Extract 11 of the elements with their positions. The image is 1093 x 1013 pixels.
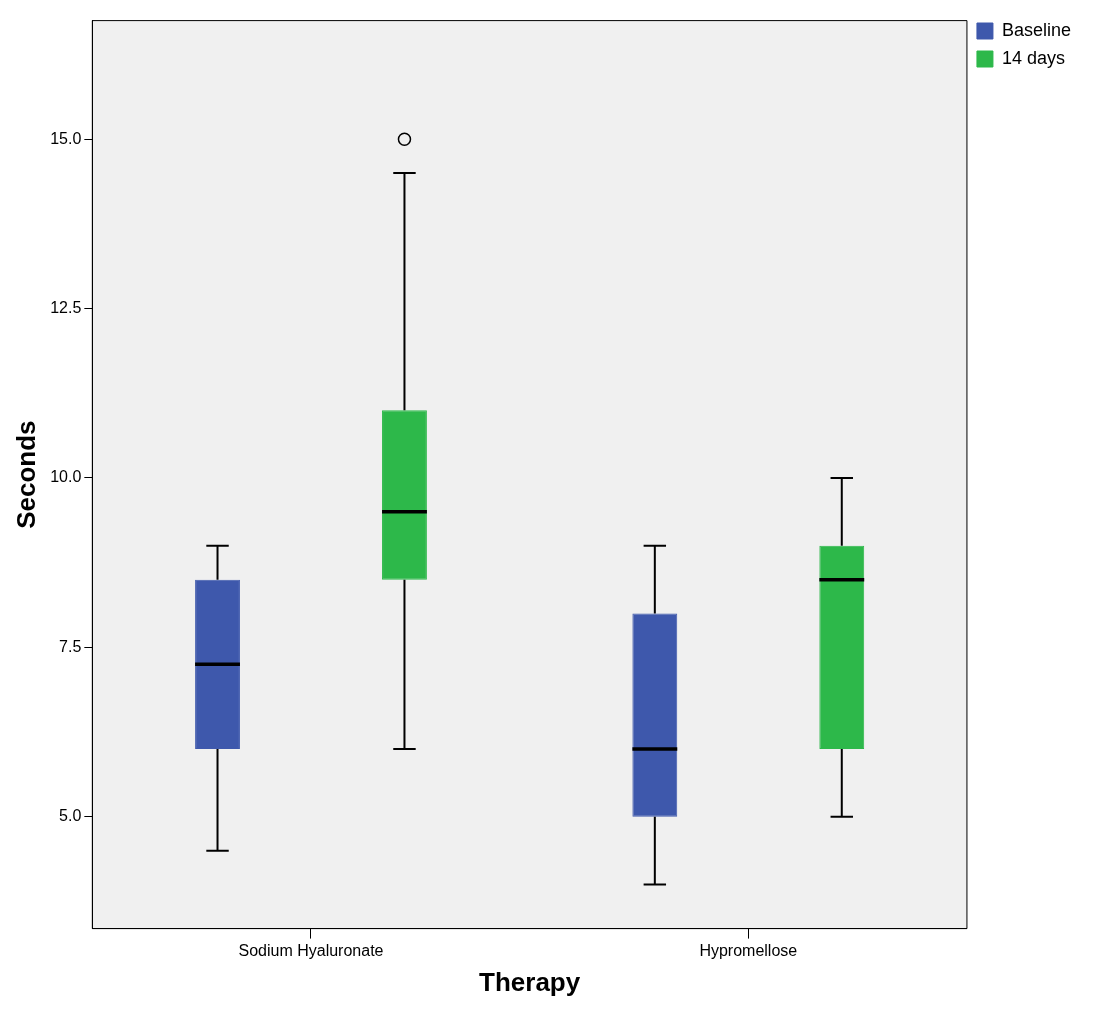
x-tick-label: Sodium Hyaluronate — [238, 941, 384, 959]
x-tick-label: Hypromellose — [699, 941, 798, 959]
legend-label: 14 days — [1001, 47, 1065, 68]
y-tick-label: 7.5 — [59, 637, 82, 655]
legend-label: Baseline — [1001, 19, 1071, 40]
y-tick-label: 5.0 — [59, 807, 82, 825]
y-tick-label: 10.0 — [50, 468, 82, 486]
x-axis-title: Therapy — [479, 966, 581, 997]
y-tick-label: 12.5 — [50, 298, 82, 316]
y-tick-label: 15.0 — [50, 129, 82, 147]
y-axis-title: Seconds — [10, 420, 41, 529]
